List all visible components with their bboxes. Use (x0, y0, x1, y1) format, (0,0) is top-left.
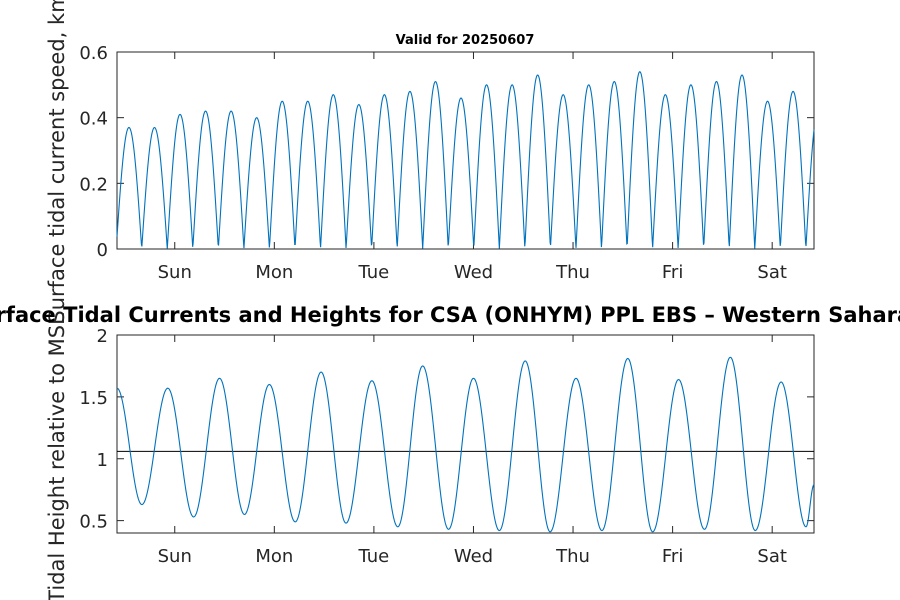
speed-ytick-label: 0 (97, 240, 108, 261)
speed-xtick-label: Sat (757, 262, 787, 283)
height-ytick-label: 1.5 (79, 388, 108, 409)
speed-xtick-label: Sun (158, 262, 192, 283)
speed-ytick-label: 0.2 (79, 174, 108, 195)
height-xtick-label: Mon (255, 546, 293, 567)
tidal-height-ylabel: Tidal Height relative to MSL (45, 313, 69, 600)
tidal-height-ticks: Sun Mon Tue Wed Thu Fri Sat 0.5 1 1.5 2 (79, 326, 814, 567)
height-xtick-label: Wed (454, 546, 493, 567)
height-xtick-label: Sat (757, 546, 787, 567)
height-xtick-label: Thu (555, 546, 590, 567)
speed-xtick-label: Fri (662, 262, 683, 283)
height-xtick-label: Fri (662, 546, 683, 567)
tidal-height-panel: Sun Mon Tue Wed Thu Fri Sat 0.5 1 1.5 2 Tidal Heig… (45, 313, 815, 600)
tidal-height-line (116, 356, 815, 533)
height-xtick-label: Tue (358, 546, 390, 567)
main-title: Surface Tidal Currents and Heights for C… (0, 303, 900, 327)
height-ytick-label: 2 (97, 326, 108, 347)
height-ytick-label: 0.5 (79, 512, 108, 533)
current-speed-panel: Valid for 20250607 Sun Mon Tue Wed Thu Fri Sat… (45, 0, 815, 324)
current-speed-line (116, 71, 815, 249)
height-xtick-label: Sun (158, 546, 192, 567)
height-ytick-label: 1 (97, 450, 108, 471)
current-speed-ylabel: Surface tidal current speed, km (45, 0, 69, 324)
tidal-height-axes (116, 334, 815, 534)
current-speed-title: Valid for 20250607 (396, 33, 535, 48)
current-speed-axes (116, 51, 815, 250)
speed-xtick-label: Tue (358, 262, 390, 283)
speed-ytick-label: 0.6 (79, 43, 108, 64)
speed-ytick-label: 0.4 (79, 109, 108, 130)
speed-xtick-label: Wed (454, 262, 493, 283)
current-speed-ticks: Sun Mon Tue Wed Thu Fri Sat 0 0.2 0.4 0.6 (79, 43, 814, 283)
speed-xtick-label: Thu (555, 262, 590, 283)
speed-xtick-label: Mon (255, 262, 293, 283)
